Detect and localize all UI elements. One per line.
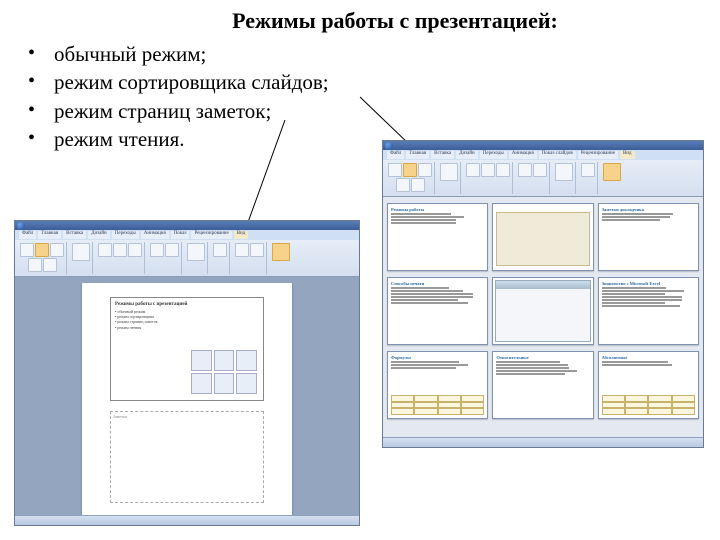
ribbon-tab: Дизайн — [88, 231, 110, 239]
ribbon-body — [15, 240, 359, 276]
ribbon-tab: Анимация — [141, 231, 169, 239]
list-item: режим страниц заметок; — [28, 97, 720, 125]
ribbon-tab: Показ слайдов — [539, 151, 576, 159]
notes-placeholder: Заметки — [110, 411, 264, 503]
slide-thumbnail: Режимы работы с презентацией • обычный р… — [110, 297, 264, 401]
ribbon-tab: Дизайн — [456, 151, 478, 159]
notes-view-screenshot: ФайлГлавнаяВставкаДизайнПереходыАнимация… — [14, 220, 360, 526]
office-orb-icon — [385, 142, 393, 150]
list-item: режим сортировщика слайдов; — [28, 68, 720, 96]
ribbon-tab: Переходы — [112, 231, 139, 239]
thumb-title: Режимы работы с презентацией — [115, 302, 259, 307]
ribbon-tab: Рецензирование — [578, 151, 618, 159]
sorter-slide: Способы печати26 — [387, 277, 488, 345]
ribbon-tab: Рецензирование — [191, 231, 231, 239]
sorter-slide: Абсолютные31 — [598, 351, 699, 419]
slide-sorter-area: Режимы работы2324Заметки докладчика25 Спо… — [383, 197, 703, 437]
ribbon-tabs: ФайлГлавнаяВставкаДизайнПереходыАнимация… — [15, 230, 359, 240]
window-titlebar — [15, 221, 359, 230]
sorter-slide: Формулы29 — [387, 351, 488, 419]
sorter-slide: Знакомство с Microsoft Excel28 — [598, 277, 699, 345]
ribbon-tabs: ФайлГлавнаяВставкаДизайнПереходыАнимация… — [383, 150, 703, 160]
ribbon-tab: Переходы — [480, 151, 507, 159]
thumb-line: • режим чтения — [115, 325, 259, 330]
bullet-list: обычный режим; режим сортировщика слайдо… — [0, 34, 720, 153]
status-bar — [15, 515, 359, 525]
sorter-slide: Заметки докладчика25 — [598, 203, 699, 271]
window-titlebar — [383, 141, 703, 150]
ribbon-tab: Вставка — [431, 151, 454, 159]
ribbon-tab: Показ — [171, 231, 190, 239]
ribbon: ФайлГлавнаяВставкаДизайнПереходыАнимация… — [15, 230, 359, 277]
status-bar — [383, 437, 703, 447]
sorter-slide: 24 — [492, 203, 593, 271]
ribbon: ФайлГлавнаяВставкаДизайнПереходыАнимация… — [383, 150, 703, 197]
ribbon-tab: Файл — [387, 151, 404, 159]
notes-sheet: Режимы работы с презентацией • обычный р… — [82, 283, 292, 515]
sorter-view-screenshot: ФайлГлавнаяВставкаДизайнПереходыАнимация… — [382, 140, 704, 448]
ribbon-body — [383, 160, 703, 196]
sorter-slide: Режимы работы23 — [387, 203, 488, 271]
thumb-image-grid — [191, 350, 257, 394]
page-title: Режимы работы с презентацией: — [0, 0, 720, 34]
ribbon-tab: Вид — [234, 231, 249, 239]
office-orb-icon — [17, 222, 25, 230]
sorter-slide: Относительные30 — [492, 351, 593, 419]
ribbon-tab: Главная — [406, 151, 429, 159]
ribbon-tab: Анимация — [509, 151, 537, 159]
list-item: обычный режим; — [28, 40, 720, 68]
ribbon-tab: Вставка — [63, 231, 86, 239]
ribbon-tab: Файл — [19, 231, 36, 239]
ribbon-tab: Вид — [620, 151, 635, 159]
sorter-slide: 27 — [492, 277, 593, 345]
ribbon-tab: Главная — [38, 231, 61, 239]
notes-page-area: Режимы работы с презентацией • обычный р… — [15, 277, 359, 515]
